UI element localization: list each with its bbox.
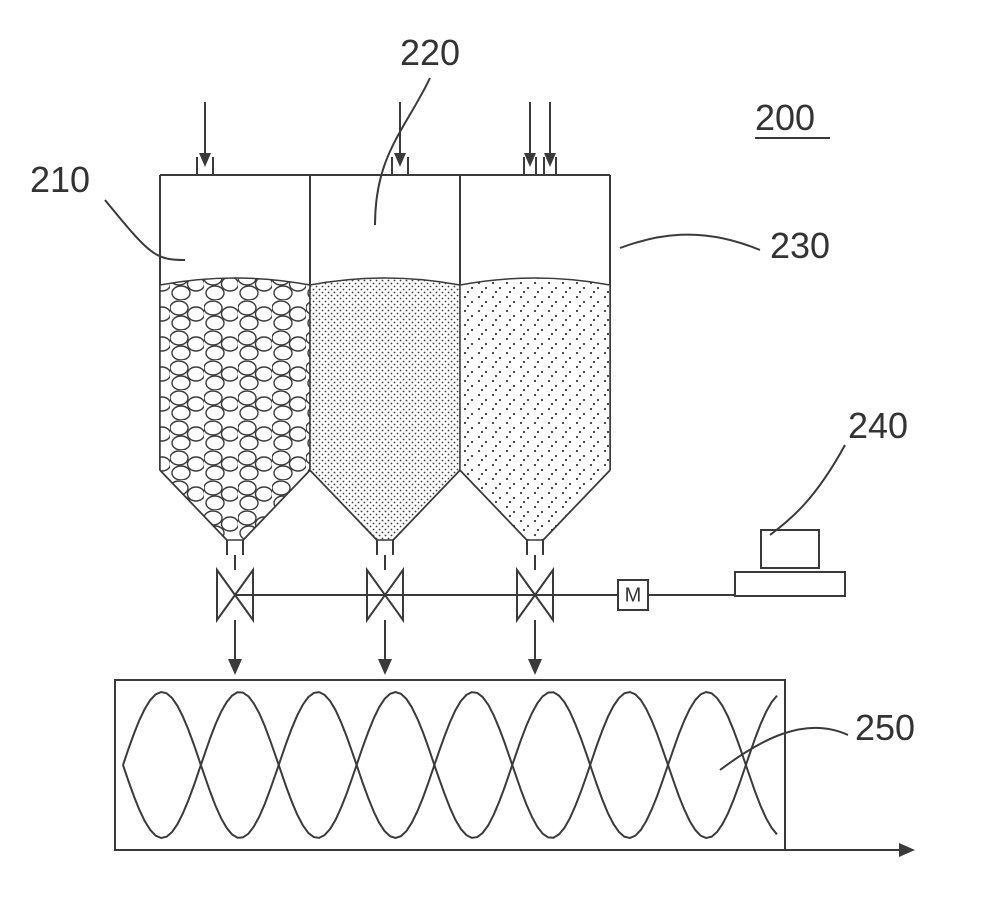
outlet-arrowhead <box>899 843 915 857</box>
label-210: 210 <box>30 159 90 200</box>
feed-arrow-210 <box>228 659 242 675</box>
feed-arrow-220 <box>378 659 392 675</box>
label-250: 250 <box>855 707 915 748</box>
hopper-fill-230 <box>460 278 610 540</box>
hopper-fill-210 <box>160 278 310 540</box>
label-230: 230 <box>770 225 830 266</box>
controller-top <box>761 530 819 568</box>
motor-label: M <box>625 585 642 607</box>
diagram-root: M 200 210 220 230 240 250 <box>30 32 915 857</box>
hopper-fill-220 <box>310 278 460 540</box>
controller-base <box>735 572 845 596</box>
label-220: 220 <box>400 32 460 73</box>
diagram-canvas: M 200 210 220 230 240 250 <box>0 0 1000 914</box>
label-240: 240 <box>848 405 908 446</box>
mixer-box <box>115 680 785 850</box>
label-200: 200 <box>755 97 815 138</box>
feed-arrow-230 <box>528 659 542 675</box>
